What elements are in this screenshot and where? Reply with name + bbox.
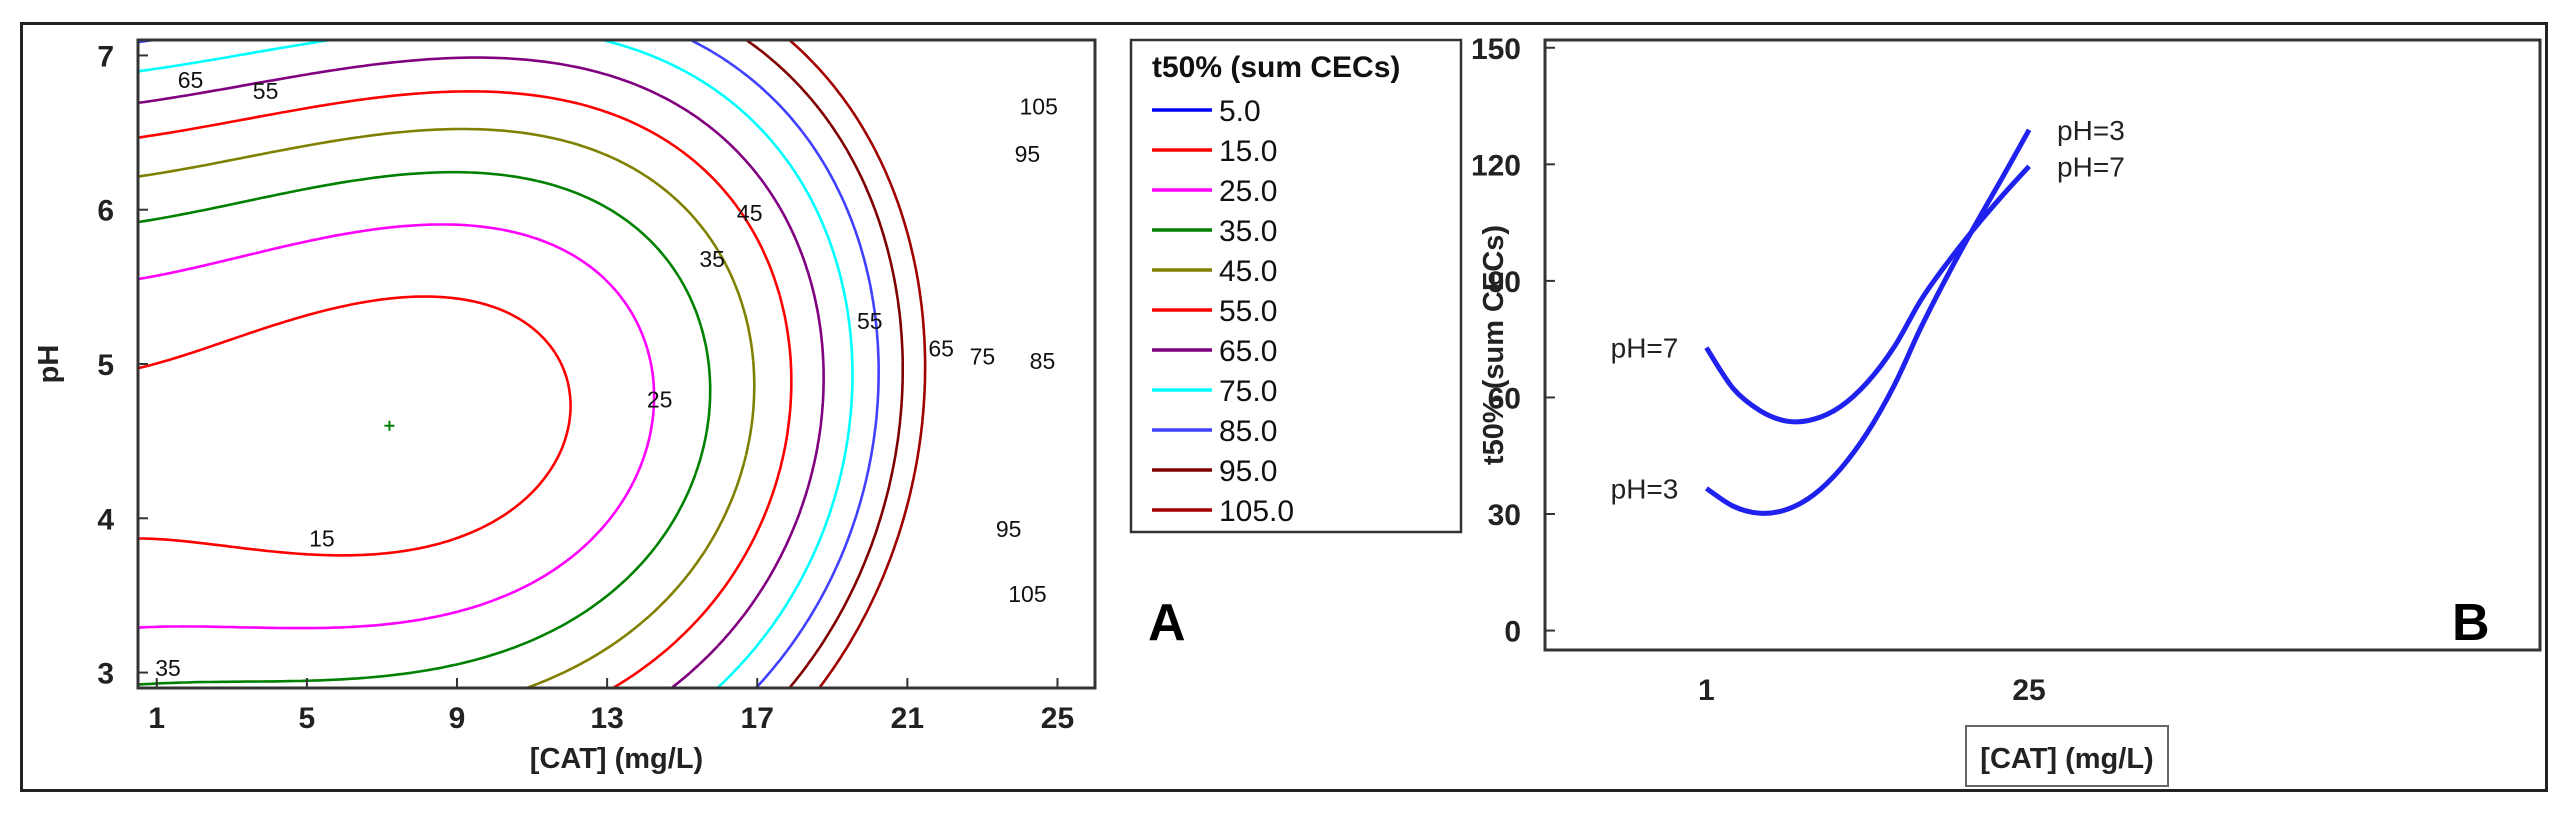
series-annotations: pH=7 pH=7 pH=3 pH=3 (1611, 115, 2125, 505)
y-tick-label: 4 (97, 503, 114, 536)
x-axis-label-box (1965, 725, 2169, 787)
legend-label: 65.0 (1219, 335, 1277, 368)
contour-label: 105 (1008, 581, 1046, 607)
plot-area-frame-b (1543, 38, 2542, 652)
legend-label: 95.0 (1219, 455, 1277, 488)
x-tick-label: 21 (891, 702, 924, 735)
y-tick-label-b: 30 (1488, 499, 1521, 532)
panel-label-a: A (1148, 594, 1186, 652)
contour-label: 15 (309, 525, 335, 551)
series-end-label: pH=3 (2057, 115, 2125, 146)
y-axis-label: pH (33, 345, 65, 384)
contour-lines (137, 38, 927, 690)
legend-items: 5.0 15.0 25.0 35.0 45.0 55.0 65.0 75.0 85.0 95.0 1… (1152, 95, 1294, 528)
legend-label: 105.0 (1219, 495, 1294, 528)
contour-line-105 (788, 39, 927, 689)
contour-line-35 (137, 170, 712, 686)
plot-area-frame (136, 38, 1097, 690)
legend-label: 85.0 (1219, 415, 1277, 448)
contour-label: 55 (253, 78, 279, 104)
contour-label: 95 (1015, 141, 1041, 167)
contour-label: 95 (996, 516, 1022, 542)
contour-label: 35 (155, 655, 181, 681)
series-end-label: pH=7 (2057, 151, 2125, 182)
x-axis-label: [CAT] (mg/L) (530, 743, 703, 775)
y-tick-label-b: 90 (1488, 266, 1521, 299)
x-tick-label-b: 1 (1698, 674, 1715, 707)
x-tick-label-b: 25 (2012, 674, 2045, 707)
y-tick-label: 6 (97, 195, 114, 228)
x-tick-label: 25 (1041, 702, 1074, 735)
x-tick-label: 9 (449, 702, 466, 735)
legend-label: 55.0 (1219, 295, 1277, 328)
contour-label: 55 (857, 308, 883, 334)
x-tick-label: 13 (590, 702, 623, 735)
series-line-pH3 (1704, 128, 2032, 516)
contour-line-25 (137, 223, 656, 630)
y-axis-label-b: t50% (sum CECs) (1478, 225, 1510, 465)
contour-label: 45 (737, 200, 763, 226)
series-lines (1704, 128, 2032, 516)
x-tick-label: 1 (148, 702, 165, 735)
figure-frame (20, 22, 2548, 792)
legend-label: 25.0 (1219, 175, 1277, 208)
y-tick-label-b: 120 (1471, 149, 1521, 182)
y-tick-label: 5 (97, 349, 114, 382)
contour-labels: 65 55 45 35 25 15 35 55 65 75 85 105 95 95 105 (155, 67, 1058, 681)
contour-label: 85 (1030, 348, 1056, 374)
contour-label: 25 (647, 386, 673, 412)
y-tick-label-b: 60 (1488, 382, 1521, 415)
legend-label: 35.0 (1219, 215, 1277, 248)
y-tick-label: 7 (97, 40, 114, 73)
contour-label: 75 (970, 343, 996, 369)
y-tick-label-b: 150 (1471, 33, 1521, 66)
legend-label: 15.0 (1219, 135, 1277, 168)
contour-line-75 (137, 38, 854, 689)
contour-label: 35 (699, 246, 725, 272)
x-tick-label: 17 (741, 702, 774, 735)
series-start-label: pH=7 (1611, 333, 1679, 364)
panel-label-b: B (2452, 594, 2490, 652)
axis-ticks-b: 0 30 60 90 120 150 1 25 (1471, 33, 2046, 707)
legend-title: t50% (sum CECs) (1152, 51, 1400, 84)
legend-box (1129, 38, 1463, 534)
x-axis-label-b: [CAT] (mg/L) (1980, 743, 2153, 775)
y-tick-label: 3 (97, 658, 114, 691)
legend-label: 75.0 (1219, 375, 1277, 408)
contour-label: 65 (178, 67, 204, 93)
legend-label: 45.0 (1219, 255, 1277, 288)
contour-line-15 (137, 295, 572, 557)
legend: t50% (sum CECs) 5.0 15.0 25.0 35.0 45.0 55.0 6… (1129, 38, 1463, 534)
contour-line-55 (137, 90, 793, 690)
y-tick-label-b: 0 (1504, 616, 1521, 649)
contour-label: 65 (928, 336, 954, 362)
legend-label: 5.0 (1219, 95, 1261, 128)
x-tick-label: 5 (299, 702, 316, 735)
contour-label: 105 (1020, 93, 1058, 119)
minimum-marker (384, 420, 395, 431)
series-line-pH7 (1704, 164, 2031, 425)
series-start-label: pH=3 (1611, 473, 1679, 504)
line-panel: 0 30 60 90 120 150 1 25 pH=7 pH=7 pH=3 pH=3 t50% (… (1471, 33, 2542, 787)
